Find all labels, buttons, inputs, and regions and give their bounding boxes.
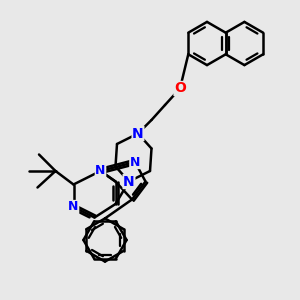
Text: N: N (68, 200, 79, 214)
Text: N: N (95, 164, 106, 178)
Text: O: O (174, 82, 186, 95)
Text: N: N (123, 175, 135, 188)
Text: N: N (132, 127, 144, 140)
Text: N: N (130, 155, 140, 169)
